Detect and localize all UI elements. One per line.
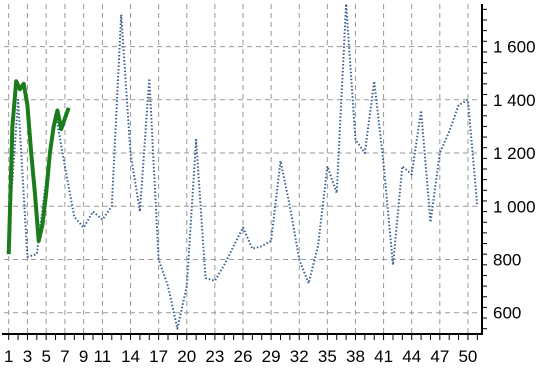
x-tick-label: 14 xyxy=(121,347,140,366)
x-tick-label: 9 xyxy=(79,347,88,366)
y-tick-label: 1 000 xyxy=(493,197,536,216)
x-tick-label: 47 xyxy=(430,347,449,366)
x-tick-label: 38 xyxy=(346,347,365,366)
y-tick-label: 1 200 xyxy=(493,144,536,163)
y-tick-label: 600 xyxy=(493,304,521,323)
y-tick-label: 800 xyxy=(493,250,521,269)
x-axis-ticks: 1 3 5 7 9 11 14 17 20 23 26 29 32 35 38 41 44 47 50 xyxy=(4,334,478,366)
x-tick-label: 3 xyxy=(23,347,32,366)
x-tick-label: 41 xyxy=(374,347,393,366)
y-tick-label: 1 400 xyxy=(493,91,536,110)
x-tick-label: 17 xyxy=(149,347,168,366)
x-tick-label: 26 xyxy=(234,347,253,366)
x-tick-label: 23 xyxy=(205,347,224,366)
x-tick-label: 5 xyxy=(41,347,50,366)
gridlines xyxy=(4,4,482,334)
series-layer xyxy=(6,3,479,330)
dotted-series-line xyxy=(7,3,479,330)
x-tick-label: 35 xyxy=(318,347,337,366)
x-tick-label: 44 xyxy=(402,347,421,366)
x-tick-label: 20 xyxy=(177,347,196,366)
solid-series-line xyxy=(6,79,71,255)
x-tick-label: 11 xyxy=(94,347,112,366)
y-axis-ticks: 600 800 1 000 1 200 1 400 1 600 xyxy=(482,8,536,330)
x-tick-label: 50 xyxy=(458,347,477,366)
y-tick-label: 1 600 xyxy=(493,38,536,57)
x-tick-label: 7 xyxy=(60,347,69,366)
x-tick-label: 32 xyxy=(290,347,309,366)
x-tick-label: 1 xyxy=(4,347,13,366)
x-tick-label: 29 xyxy=(262,347,281,366)
